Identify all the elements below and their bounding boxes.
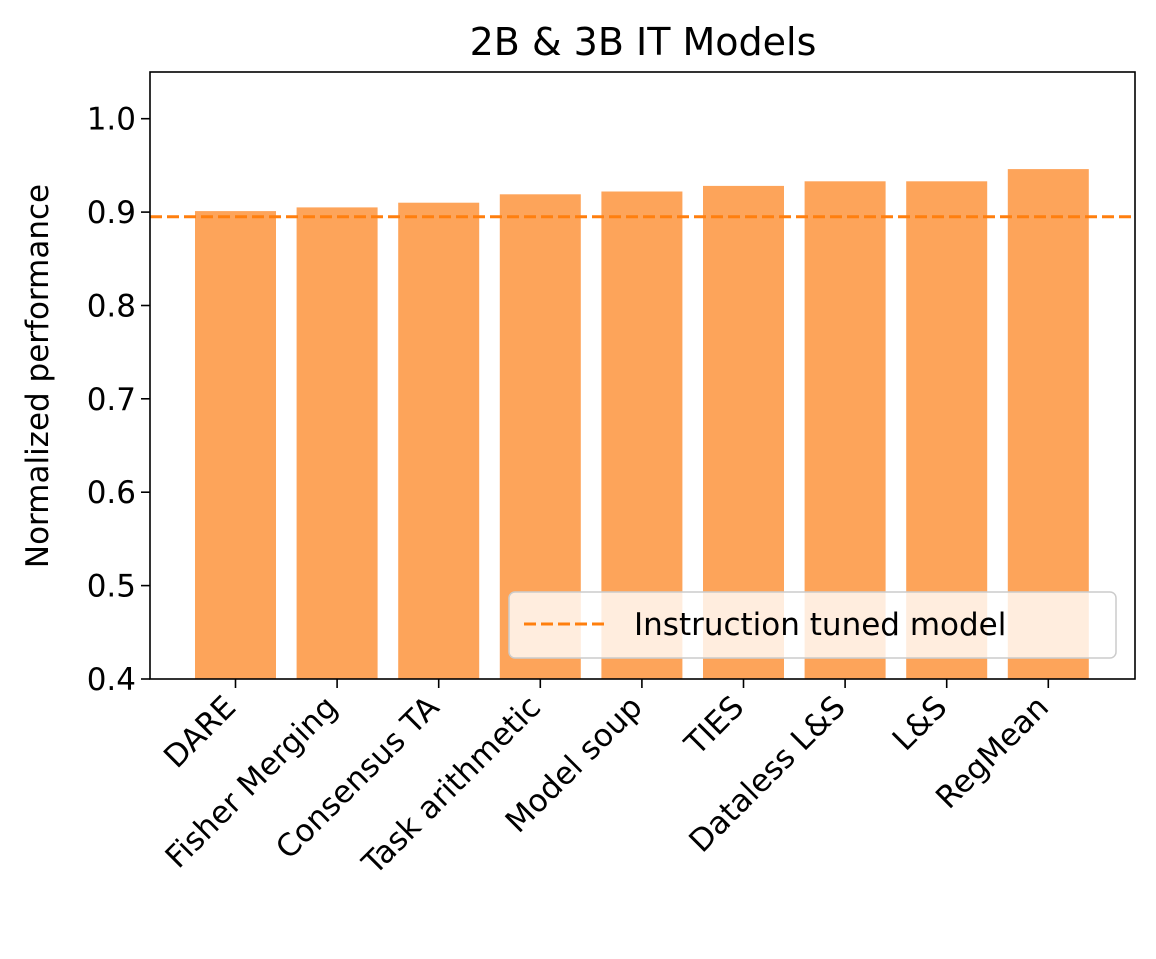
y-axis: 0.4 0.5 0.6 0.7 0.8 0.9 1.0	[87, 102, 150, 698]
x-tick-label: TIES	[677, 689, 751, 763]
bar-fisher-merging	[296, 207, 378, 679]
legend: Instruction tuned model	[508, 591, 1117, 659]
bar-dare	[195, 211, 276, 679]
plot-frame	[149, 71, 1136, 680]
chart-title: 2B & 3B IT Models	[470, 20, 817, 64]
y-tick-label: 1.0	[87, 102, 136, 138]
x-tick-label: DARE	[157, 689, 243, 775]
legend-label: Instruction tuned model	[634, 607, 1006, 643]
y-tick-label: 0.5	[87, 569, 136, 605]
bar-consensus-ta	[398, 202, 480, 679]
x-tick-label: RegMean	[929, 689, 1056, 816]
legend-box	[508, 591, 1117, 659]
x-tick-label: Task arithmetic	[355, 689, 548, 882]
y-tick-label: 0.4	[87, 662, 136, 698]
y-tick-label: 0.8	[87, 289, 136, 325]
y-tick-label: 0.9	[87, 195, 136, 231]
y-axis-label: Normalized performance	[20, 184, 56, 568]
y-tick-label: 0.7	[87, 382, 136, 418]
x-tick-label: Fisher Merging	[159, 689, 345, 875]
y-tick-label: 0.6	[87, 475, 136, 511]
x-tick-label: L&S	[886, 689, 955, 758]
